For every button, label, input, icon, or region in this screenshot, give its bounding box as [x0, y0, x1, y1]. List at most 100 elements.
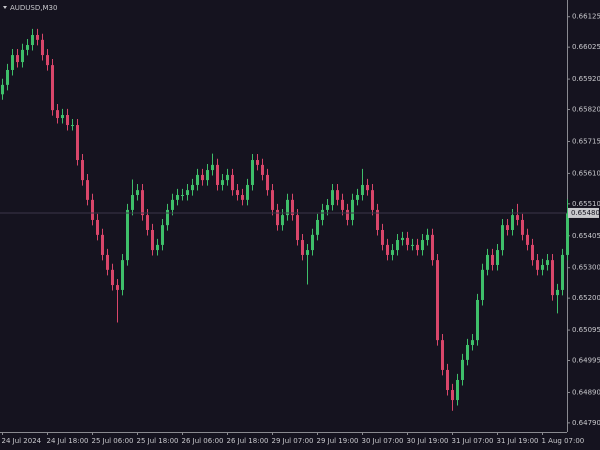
candle-body: [66, 114, 69, 126]
y-tick-label: 0.65300: [572, 264, 600, 272]
candle-body: [51, 65, 54, 111]
candle-body: [431, 234, 434, 261]
candle-body: [116, 285, 119, 290]
candle-body: [111, 269, 114, 286]
candle-body: [501, 225, 504, 251]
candle-body: [411, 244, 414, 246]
candle-body: [21, 49, 24, 63]
candle-body: [406, 237, 409, 245]
candle-body: [91, 199, 94, 220]
y-tick-label: 0.65820: [572, 106, 600, 114]
candle-body: [291, 199, 294, 216]
y-tick-label: 0.64790: [572, 419, 600, 427]
candle-body: [351, 199, 354, 220]
candle-body: [106, 254, 109, 270]
candle-body: [551, 260, 554, 296]
candle-body: [456, 379, 459, 401]
candle-body: [86, 180, 89, 200]
candle-body: [251, 160, 254, 185]
x-tick-label: 30 Jul 07:00: [362, 437, 404, 445]
x-tick-label: 25 Jul 06:00: [92, 437, 134, 445]
candle-body: [236, 190, 239, 196]
candle-body: [491, 254, 494, 265]
candle-body: [516, 215, 519, 220]
candle-body: [171, 199, 174, 210]
candle-body: [531, 244, 534, 261]
candle-body: [56, 110, 59, 119]
candle-body: [156, 244, 159, 251]
candle-body: [166, 209, 169, 226]
candle-body: [461, 359, 464, 380]
y-tick-label: 0.66025: [572, 43, 600, 51]
candle-body: [306, 250, 309, 255]
candle-body: [416, 244, 419, 251]
candle-body: [356, 195, 359, 200]
candle-body: [196, 174, 199, 185]
y-tick-label: 0.66125: [572, 13, 600, 21]
candle-body: [381, 229, 384, 245]
candle-body: [396, 240, 399, 251]
candle-body: [386, 244, 389, 255]
candle-body: [521, 219, 524, 235]
candle-body: [451, 390, 454, 401]
x-tick-label: 29 Jul 07:00: [272, 437, 314, 445]
candle-body: [341, 199, 344, 210]
candle-body: [566, 212, 569, 255]
candle-body: [216, 164, 219, 185]
candle-body: [101, 234, 104, 255]
candle-body: [426, 234, 429, 241]
candle-body: [176, 195, 179, 200]
candle-body: [371, 190, 374, 210]
chart-title: AUDUSD,M30: [10, 4, 57, 12]
x-tick-label: 1 Aug 07:00: [542, 437, 585, 445]
candle-body: [146, 215, 149, 230]
candle-body: [81, 160, 84, 181]
candle-body: [316, 219, 319, 235]
x-tick-label: 25 Jul 18:00: [137, 437, 179, 445]
candle-body: [16, 55, 19, 63]
candle-body: [336, 190, 339, 200]
y-tick-label: 0.65095: [572, 326, 600, 334]
candle-body: [191, 184, 194, 191]
candle-body: [561, 254, 564, 290]
candle-body: [231, 174, 234, 191]
candle-body: [486, 254, 489, 270]
x-tick-label: 30 Jul 19:00: [407, 437, 449, 445]
candle-body: [201, 174, 204, 181]
candle-body: [131, 195, 134, 210]
x-tick-label: 24 Jul 2024: [2, 437, 42, 445]
y-tick-label: 0.65920: [572, 75, 600, 83]
candle-body: [6, 69, 9, 85]
y-tick-label: 0.65610: [572, 169, 600, 177]
candle-body: [276, 209, 279, 226]
candle-body: [11, 55, 14, 70]
candle-body: [31, 34, 34, 46]
candle-body: [436, 260, 439, 341]
x-tick-label: 31 Jul 19:00: [497, 437, 539, 445]
candle-body: [376, 209, 379, 230]
candle-body: [241, 195, 244, 200]
candle-body: [126, 209, 129, 261]
x-tick-label: 29 Jul 19:00: [317, 437, 359, 445]
candle-body: [481, 269, 484, 300]
candle-body: [1, 84, 4, 95]
candle-body: [326, 205, 329, 210]
x-tick-label: 26 Jul 18:00: [227, 437, 269, 445]
candle-body: [466, 344, 469, 360]
candle-body: [271, 190, 274, 210]
menu-arrow[interactable]: [3, 6, 7, 9]
candle-body: [366, 184, 369, 191]
candle-body: [321, 209, 324, 220]
candle-body: [161, 225, 164, 245]
candle-body: [26, 45, 29, 50]
candle-body: [261, 164, 264, 175]
y-tick-label: 0.65510: [572, 200, 600, 208]
candle-body: [391, 250, 394, 255]
candle-body: [71, 125, 74, 127]
candle-body: [361, 184, 364, 196]
candle-body: [206, 170, 209, 181]
candle-body: [536, 260, 539, 270]
price-label-box: [568, 207, 599, 218]
